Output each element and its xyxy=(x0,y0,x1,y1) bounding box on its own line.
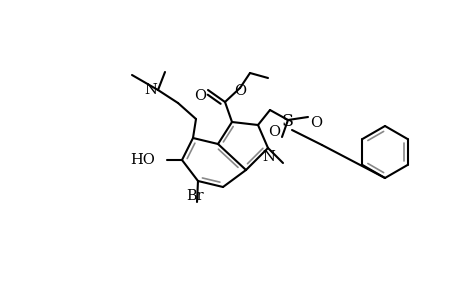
Text: O: O xyxy=(234,84,246,98)
Text: HO: HO xyxy=(130,153,155,167)
Text: N: N xyxy=(144,83,157,97)
Text: Br: Br xyxy=(186,189,203,203)
Text: O: O xyxy=(267,125,280,139)
Text: S: S xyxy=(281,112,293,130)
Text: O: O xyxy=(193,89,206,103)
Text: O: O xyxy=(309,116,321,130)
Text: N: N xyxy=(262,150,275,164)
